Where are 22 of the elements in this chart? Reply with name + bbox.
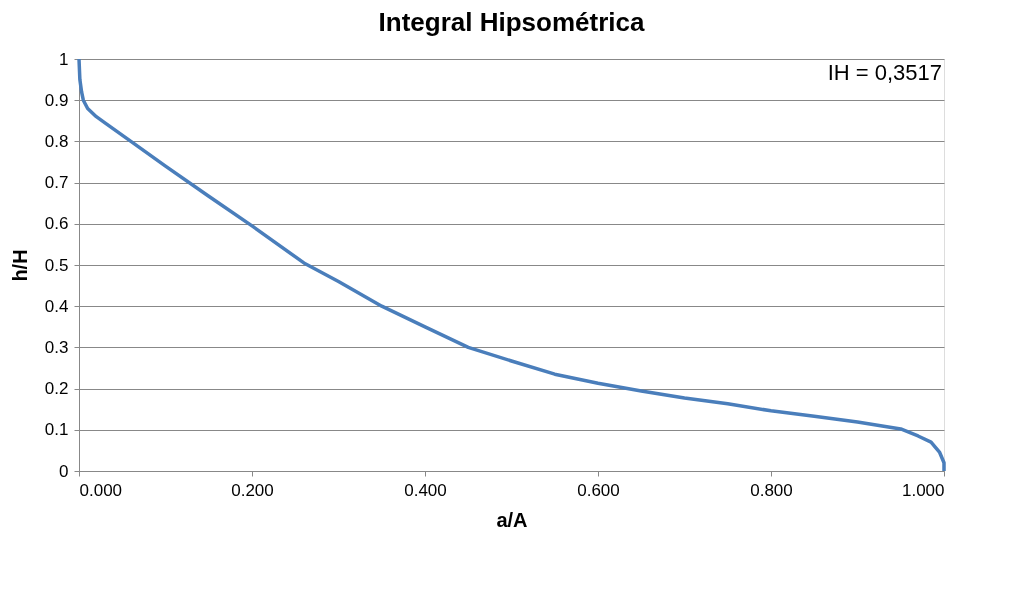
x-tick-label: 0.000	[79, 480, 123, 500]
y-tick-label: 0.1	[44, 420, 69, 440]
x-tick-label: 1.000	[901, 480, 945, 500]
y-tick-label: 0.7	[44, 173, 69, 193]
x-tick-label: 0.600	[577, 480, 620, 500]
y-tick-label: 0.9	[44, 90, 69, 110]
annotation: IH = 0,3517	[827, 60, 942, 85]
x-tick-label: 0.200	[231, 480, 274, 500]
y-tick-label: 1	[59, 49, 69, 69]
x-tick-label: 0.800	[750, 480, 793, 500]
line-series	[77, 57, 946, 473]
x-axis-title: a/A	[496, 508, 528, 531]
x-tick-label: 0.400	[404, 480, 447, 500]
y-tick-label: 0.5	[44, 255, 69, 275]
y-tick-label: 0.8	[44, 131, 69, 151]
y-tick-label: 0.2	[44, 379, 69, 399]
y-axis-title: h/H	[8, 249, 31, 282]
chart-title: Integral Hipsométrica	[378, 7, 645, 37]
y-tick-label: 0.6	[44, 214, 69, 234]
y-tick-label: 0.3	[44, 337, 69, 357]
y-tick-label: 0.4	[44, 296, 69, 316]
y-tick-label: 0	[59, 461, 69, 481]
